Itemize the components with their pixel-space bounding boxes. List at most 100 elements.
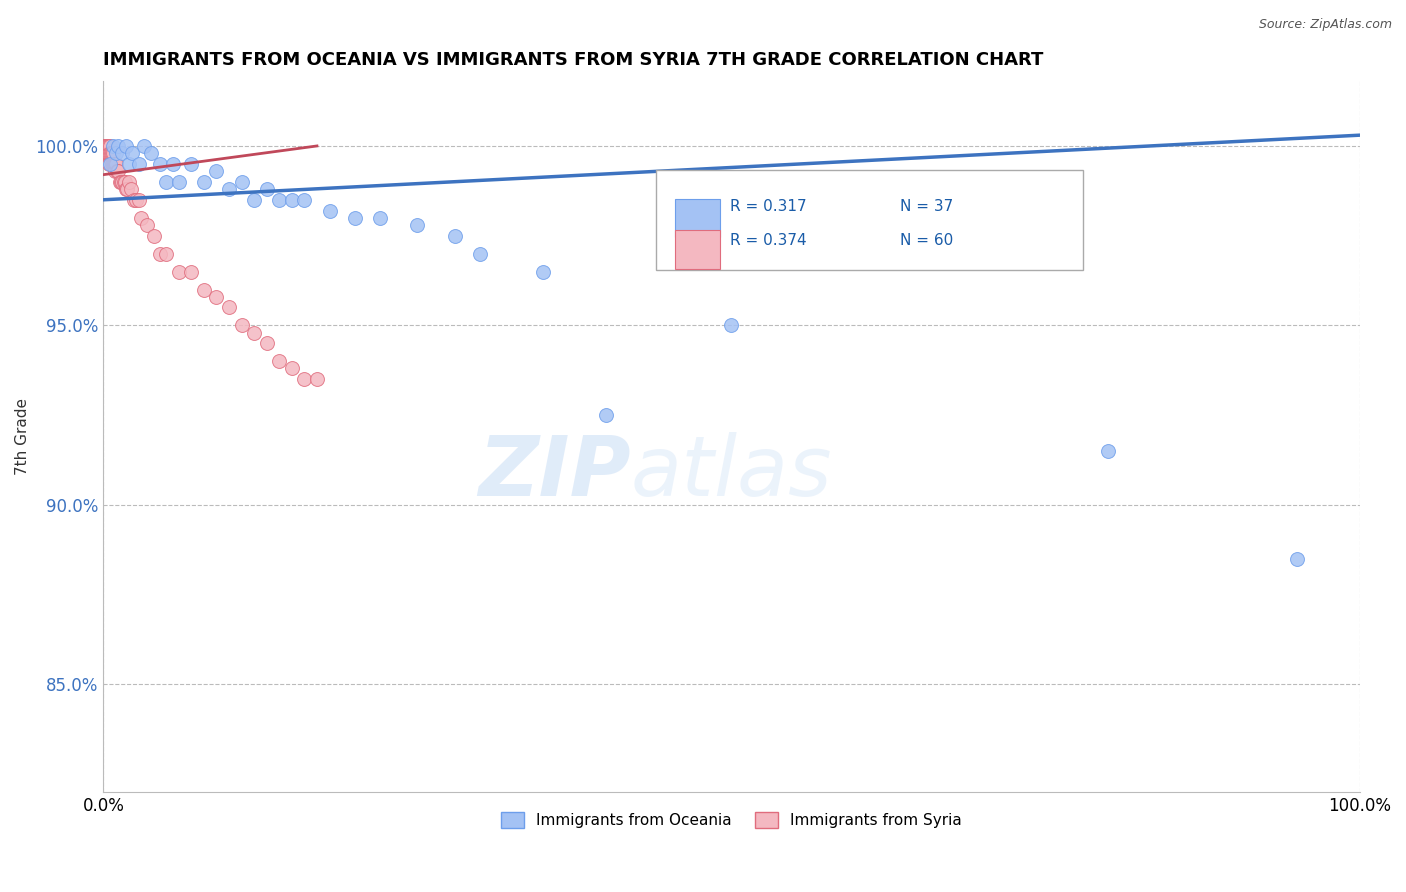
Text: R = 0.374: R = 0.374	[730, 233, 807, 248]
Text: N = 60: N = 60	[900, 233, 953, 248]
Point	[281, 361, 304, 376]
Point	[243, 193, 266, 207]
Text: IMMIGRANTS FROM OCEANIA VS IMMIGRANTS FROM SYRIA 7TH GRADE CORRELATION CHART: IMMIGRANTS FROM OCEANIA VS IMMIGRANTS FR…	[104, 51, 1043, 69]
Text: atlas: atlas	[631, 432, 832, 513]
FancyBboxPatch shape	[657, 170, 1083, 269]
Point	[96, 146, 118, 161]
Point	[205, 164, 228, 178]
Point	[101, 157, 124, 171]
Point	[100, 157, 122, 171]
Point	[218, 182, 240, 196]
Point	[155, 246, 177, 260]
Point	[115, 182, 138, 196]
Point	[595, 408, 617, 422]
Point	[104, 157, 127, 171]
Point	[193, 175, 215, 189]
Point	[128, 193, 150, 207]
Point	[136, 218, 159, 232]
Point	[121, 146, 143, 161]
Point	[205, 290, 228, 304]
Point	[94, 139, 117, 153]
Point	[94, 146, 117, 161]
Point	[155, 175, 177, 189]
Point	[104, 146, 127, 161]
Point	[167, 175, 190, 189]
Point	[98, 139, 121, 153]
Point	[120, 182, 142, 196]
Point	[93, 146, 115, 161]
Point	[149, 246, 172, 260]
Text: R = 0.317: R = 0.317	[730, 199, 807, 213]
Point	[97, 139, 120, 153]
Point	[96, 139, 118, 153]
Point	[93, 139, 115, 153]
Point	[98, 157, 121, 171]
Point	[218, 301, 240, 315]
Point	[107, 139, 129, 153]
Point	[305, 372, 328, 386]
Point	[103, 139, 125, 153]
Y-axis label: 7th Grade: 7th Grade	[15, 398, 30, 475]
Point	[96, 146, 118, 161]
Point	[111, 146, 134, 161]
Text: N = 37: N = 37	[900, 199, 953, 213]
Point	[256, 182, 278, 196]
Point	[531, 264, 554, 278]
Point	[269, 354, 291, 368]
Point	[444, 228, 467, 243]
Point	[243, 326, 266, 340]
Point	[117, 175, 139, 189]
Text: Source: ZipAtlas.com: Source: ZipAtlas.com	[1258, 18, 1392, 31]
Point	[107, 164, 129, 178]
Point	[115, 139, 138, 153]
Legend: Immigrants from Oceania, Immigrants from Syria: Immigrants from Oceania, Immigrants from…	[495, 805, 967, 834]
Point	[96, 139, 118, 153]
Point	[96, 139, 118, 153]
Point	[193, 283, 215, 297]
Point	[231, 175, 253, 189]
Point	[149, 157, 172, 171]
Point	[97, 146, 120, 161]
Point	[105, 164, 128, 178]
Point	[269, 193, 291, 207]
Point	[406, 218, 429, 232]
Point	[972, 175, 994, 189]
Point	[318, 203, 340, 218]
Point	[97, 146, 120, 161]
Point	[292, 372, 315, 386]
Point	[128, 157, 150, 171]
Point	[162, 157, 184, 171]
Point	[117, 182, 139, 196]
Point	[94, 139, 117, 153]
Point	[122, 193, 145, 207]
Point	[1097, 444, 1119, 458]
Point	[141, 146, 163, 161]
Text: ZIP: ZIP	[478, 432, 631, 513]
Point	[142, 228, 165, 243]
FancyBboxPatch shape	[675, 199, 720, 237]
Point	[110, 175, 132, 189]
Point	[132, 139, 155, 153]
Point	[100, 146, 122, 161]
Point	[108, 175, 131, 189]
Point	[368, 211, 391, 225]
Point	[104, 157, 127, 171]
Point	[470, 246, 492, 260]
Point	[167, 264, 190, 278]
Point	[117, 157, 139, 171]
Point	[180, 157, 202, 171]
Point	[104, 164, 127, 178]
Point	[256, 336, 278, 351]
Point	[103, 157, 125, 171]
Point	[93, 139, 115, 153]
Point	[103, 146, 125, 161]
FancyBboxPatch shape	[675, 230, 720, 268]
Point	[281, 193, 304, 207]
Point	[94, 139, 117, 153]
Point	[114, 175, 136, 189]
Point	[292, 193, 315, 207]
Point	[180, 264, 202, 278]
Point	[101, 146, 124, 161]
Point	[343, 211, 366, 225]
Point	[98, 146, 121, 161]
